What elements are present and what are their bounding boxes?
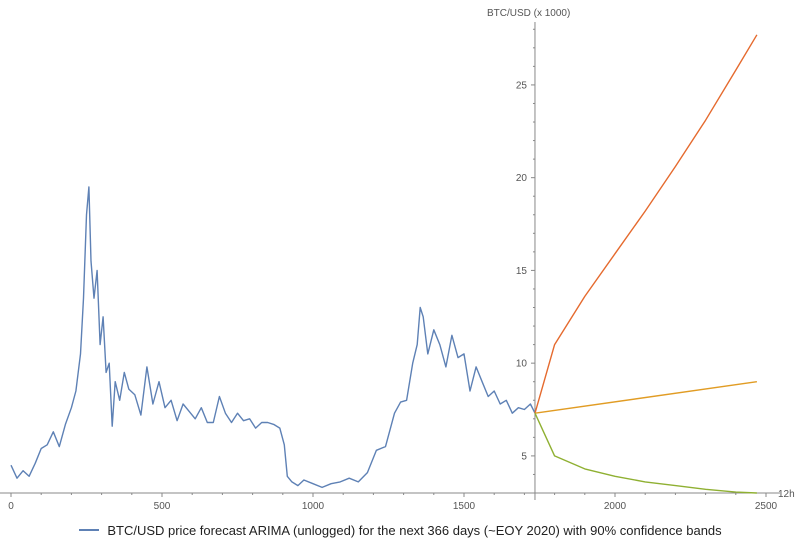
x-tick-label: 500 — [154, 501, 171, 512]
series-layer — [10, 34, 758, 494]
legend-swatch-history — [79, 529, 100, 531]
series-line-history — [10, 186, 536, 489]
y-tick-label: 10 — [516, 359, 528, 370]
x-tick-label: 0 — [8, 501, 14, 512]
legend: BTC/USD price forecast ARIMA (unlogged) … — [0, 520, 801, 540]
series-line-lower — [534, 412, 757, 494]
y-axis-title: BTC/USD (x 1000) — [487, 8, 570, 19]
y-tick-label: 25 — [516, 80, 528, 91]
x-tick-label: 1500 — [453, 501, 476, 512]
x-axis-title: 12h — [778, 489, 795, 500]
y-tick-label: 15 — [516, 266, 528, 277]
axes: 0 500 1000 1500 2000 2500 5 10 15 20 25 — [0, 22, 780, 512]
series-line-forecast — [534, 381, 757, 414]
x-tick-label: 1000 — [302, 501, 325, 512]
series-line-upper — [534, 34, 758, 414]
x-tick-label: 2500 — [755, 501, 778, 512]
x-tick-label: 2000 — [604, 501, 627, 512]
y-tick-label: 5 — [521, 451, 527, 462]
y-tick-label: 20 — [516, 173, 528, 184]
legend-label: BTC/USD price forecast ARIMA (unlogged) … — [107, 522, 722, 538]
